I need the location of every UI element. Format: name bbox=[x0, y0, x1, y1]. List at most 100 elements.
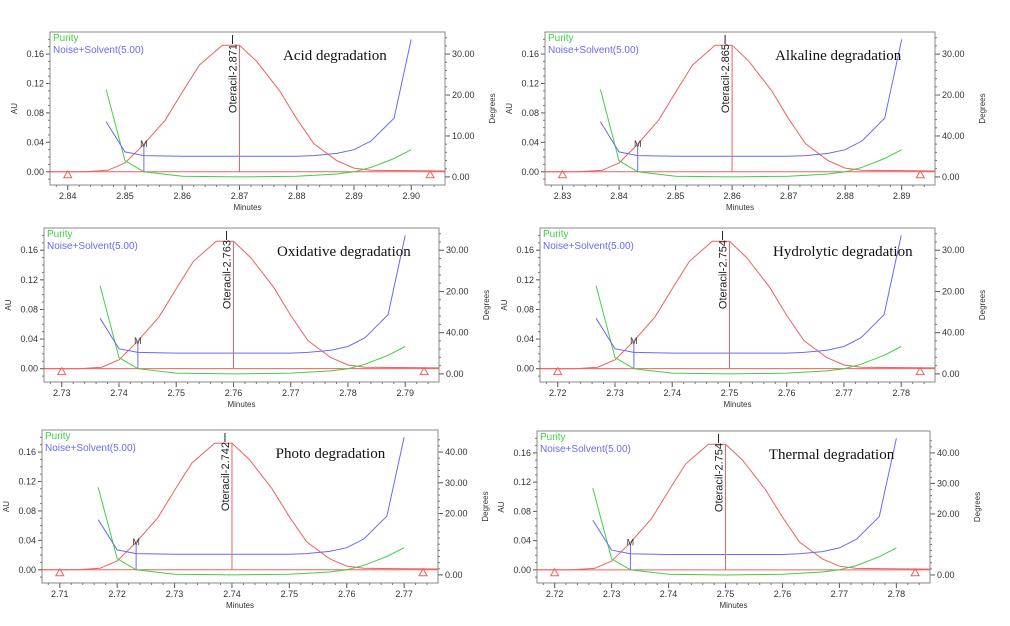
y-tick-label: 0.08 bbox=[26, 108, 44, 118]
plot-frame bbox=[544, 31, 936, 186]
y-tick-label: 0.12 bbox=[513, 477, 531, 487]
plot-frame bbox=[49, 31, 446, 186]
chart-panel-acid: 0.00 0.04 0.08 0.12 0.16 AU 0.00 10.00 20.00 30.0… bbox=[10, 31, 497, 212]
y-tick-label: 0.16 bbox=[521, 49, 539, 59]
marker-m-label: M bbox=[132, 537, 140, 547]
x-tick-label: 2.84 bbox=[59, 191, 77, 201]
y-tick-label: 0.04 bbox=[26, 137, 44, 147]
y-axis-label: AU bbox=[2, 501, 11, 512]
x-tick-label: 2.77 bbox=[831, 589, 849, 599]
y-tick-label: 0.04 bbox=[516, 334, 534, 344]
x-tick-label: 2.76 bbox=[225, 388, 243, 398]
x-tick-label: 2.88 bbox=[288, 191, 306, 201]
x-tick-label: 2.76 bbox=[338, 589, 356, 599]
y2-tick-label: 30.00 bbox=[937, 478, 960, 488]
legend-purity: Purity bbox=[53, 33, 79, 44]
y-tick-label: 0.00 bbox=[18, 565, 36, 575]
chromatogram-line bbox=[42, 442, 439, 571]
legend-purity: Purity bbox=[45, 431, 71, 442]
legend-noise-solvent: Noise+Solvent(5.00) bbox=[45, 443, 136, 454]
x-tick-label: 2.83 bbox=[554, 191, 572, 201]
y-axis-label: AU bbox=[10, 103, 19, 114]
panel-title: Alkaline degradation bbox=[775, 48, 902, 64]
x-tick-label: 2.77 bbox=[395, 589, 413, 599]
x-tick-label: 2.90 bbox=[402, 191, 420, 201]
y2-axis-label: Degrees bbox=[482, 290, 491, 320]
x-tick-label: 2.85 bbox=[116, 191, 134, 201]
noise-solvent-line bbox=[99, 235, 406, 354]
noise-solvent-line bbox=[97, 437, 405, 555]
x-tick-label: 2.89 bbox=[893, 191, 911, 201]
y2-tick-label: 30.00 bbox=[445, 478, 468, 488]
x-axis-label: Minutes bbox=[723, 400, 751, 409]
y-tick-label: 0.16 bbox=[18, 447, 36, 457]
plot-frame bbox=[539, 227, 936, 383]
y-tick-label: 0.04 bbox=[521, 137, 539, 147]
peak-label: Oteracil-2.763 bbox=[221, 240, 233, 309]
x-tick-label: 2.73 bbox=[606, 388, 624, 398]
marker-m-label: M bbox=[634, 139, 642, 149]
x-tick-label: 2.75 bbox=[167, 388, 185, 398]
chromatogram-line bbox=[540, 240, 936, 370]
y2-tick-label: 40.00 bbox=[445, 447, 468, 457]
x-tick-label: 2.86 bbox=[173, 191, 191, 201]
plot-frame bbox=[43, 227, 440, 383]
x-tick-label: 2.78 bbox=[339, 388, 357, 398]
x-tick-label: 2.78 bbox=[892, 388, 910, 398]
y-tick-label: 0.00 bbox=[26, 167, 44, 177]
y2-tick-label: 40.00 bbox=[446, 328, 469, 338]
x-tick-label: 2.75 bbox=[281, 589, 299, 599]
x-tick-label: 2.74 bbox=[223, 589, 241, 599]
y-tick-label: 0.16 bbox=[516, 245, 534, 255]
y2-tick-label: 20.00 bbox=[937, 509, 960, 519]
chromatogram-line bbox=[44, 240, 440, 370]
x-axis-label: Minutes bbox=[726, 203, 754, 212]
y-axis-label: AU bbox=[4, 299, 13, 310]
panel-title: Acid degradation bbox=[283, 48, 387, 64]
x-tick-label: 2.71 bbox=[51, 589, 69, 599]
x-tick-label: 2.85 bbox=[667, 191, 685, 201]
x-tick-label: 2.84 bbox=[610, 191, 628, 201]
chart-panel-photo: 0.00 0.04 0.08 0.12 0.16 AU 0.00 20.00 30.00 40.0… bbox=[2, 429, 490, 610]
chromatogram-line bbox=[545, 44, 936, 173]
y2-tick-label: 20.00 bbox=[942, 90, 965, 100]
legend-purity: Purity bbox=[47, 229, 73, 240]
y2-axis-label: Degrees bbox=[481, 491, 490, 521]
y-tick-label: 0.00 bbox=[521, 167, 539, 177]
y-axis-label: AU bbox=[497, 501, 506, 512]
integration-marker-icon bbox=[418, 567, 428, 577]
x-tick-label: 2.76 bbox=[774, 589, 792, 599]
y-tick-label: 0.00 bbox=[20, 364, 38, 374]
purity-line bbox=[599, 89, 902, 178]
y2-tick-label: 40.00 bbox=[942, 131, 965, 141]
chromatogram-line bbox=[50, 44, 446, 173]
y-axis-label: AU bbox=[500, 299, 509, 310]
x-tick-label: 2.73 bbox=[53, 388, 71, 398]
y2-tick-label: 30.00 bbox=[446, 245, 469, 255]
purity-line bbox=[592, 487, 897, 576]
y2-tick-label: 20.00 bbox=[446, 286, 469, 296]
noise-solvent-line bbox=[599, 39, 903, 157]
legend-noise-solvent: Noise+Solvent(5.00) bbox=[47, 241, 138, 252]
y-tick-label: 0.12 bbox=[20, 275, 38, 285]
y2-tick-label: 0.00 bbox=[942, 172, 960, 182]
y-tick-label: 0.08 bbox=[20, 304, 38, 314]
x-tick-label: 2.87 bbox=[231, 191, 249, 201]
x-tick-label: 2.74 bbox=[663, 388, 681, 398]
plot-frame bbox=[41, 429, 439, 584]
purity-line bbox=[99, 285, 406, 375]
y-tick-label: 0.00 bbox=[513, 565, 531, 575]
integration-marker-icon bbox=[425, 169, 435, 179]
chart-panel-oxidative: 0.00 0.04 0.08 0.12 0.16 AU 0.00 40.00 20.00 30.0… bbox=[4, 227, 491, 409]
integration-marker-icon bbox=[56, 366, 67, 376]
y2-tick-label: 20.00 bbox=[445, 508, 468, 518]
integration-marker-icon bbox=[557, 169, 568, 179]
marker-m-label: M bbox=[134, 336, 142, 346]
y-tick-label: 0.04 bbox=[18, 535, 36, 545]
legend-purity: Purity bbox=[543, 229, 569, 240]
y2-tick-label: 0.00 bbox=[452, 172, 470, 182]
purity-line bbox=[595, 285, 902, 375]
y2-axis-label: Degrees bbox=[973, 492, 982, 522]
x-tick-label: 2.78 bbox=[888, 589, 906, 599]
plot-frame bbox=[536, 430, 931, 584]
